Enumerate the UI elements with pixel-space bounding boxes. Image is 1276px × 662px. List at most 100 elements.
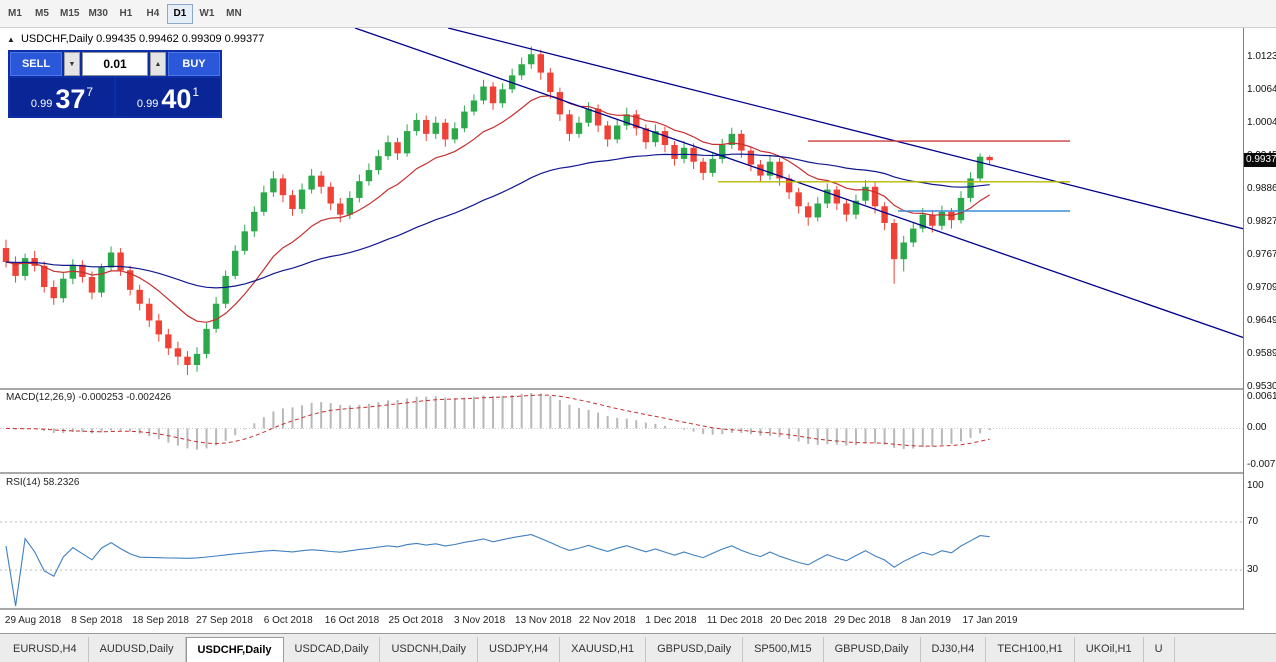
rsi-tick: 30 xyxy=(1247,564,1259,575)
bid-price-prefix: 0.99 xyxy=(30,98,53,110)
volume-down-button[interactable]: ▼ xyxy=(64,52,80,76)
date-label: 27 Sep 2018 xyxy=(196,615,253,626)
price-tick: 0.98275 xyxy=(1247,215,1276,227)
timeframe-button-h4[interactable]: H4 xyxy=(146,7,160,19)
current-price-badge: 0.99377 xyxy=(1244,153,1276,168)
date-label: 18 Sep 2018 xyxy=(132,615,189,626)
chart-title: ▲ USDCHF,Daily 0.99435 0.99462 0.99309 0… xyxy=(7,33,264,45)
timeframe-button-h1[interactable]: H1 xyxy=(119,7,133,19)
macd-tick: 0.00 xyxy=(1247,422,1267,434)
chart-tab-ukoil-h1[interactable]: UKOil,H1 xyxy=(1075,637,1144,662)
chart-tab-gbpusd-daily[interactable]: GBPUSD,Daily xyxy=(824,637,921,662)
chart-tab-sp500-m15[interactable]: SP500,M15 xyxy=(743,637,824,662)
chart-tab-usdjpy-h4[interactable]: USDJPY,H4 xyxy=(478,637,561,662)
date-label: 16 Oct 2018 xyxy=(324,615,380,626)
price-tick: 0.97675 xyxy=(1247,249,1276,260)
chart-tab-usdcnh-daily[interactable]: USDCNH,Daily xyxy=(380,637,479,662)
ohlc-values: 0.99435 0.99462 0.99309 0.99377 xyxy=(96,33,265,45)
macd-signal-line xyxy=(5,394,990,447)
chart-tab-tech100-h1[interactable]: TECH100,H1 xyxy=(986,637,1075,662)
rsi-label: RSI(14) 58.2326 xyxy=(6,477,79,488)
timeframe-button-m30[interactable]: M30 xyxy=(88,7,108,19)
date-label: 25 Oct 2018 xyxy=(388,615,444,626)
macd-label: MACD(12,26,9) -0.000253 -0.002426 xyxy=(6,392,171,403)
chart-tab-u[interactable]: U xyxy=(1144,637,1175,662)
chart-tab-usdcad-daily[interactable]: USDCAD,Daily xyxy=(284,637,381,662)
ma-slow-line xyxy=(5,153,990,289)
timeframe-button-m1[interactable]: M1 xyxy=(8,7,22,19)
bid-price-big: 37 xyxy=(55,84,86,114)
volume-up-icon: ▲ xyxy=(154,60,162,68)
date-label: 20 Dec 2018 xyxy=(770,615,827,626)
macd-name: MACD(12,26,9) xyxy=(6,392,76,403)
chart-tab-gbpusd-daily[interactable]: GBPUSD,Daily xyxy=(646,637,744,662)
macd-histogram xyxy=(14,393,991,450)
panel-separator[interactable] xyxy=(0,472,1276,474)
descending-channel-lower[interactable] xyxy=(354,28,1243,349)
chart-tab-usdchf-daily[interactable]: USDCHF,Daily xyxy=(185,637,284,662)
date-axis[interactable]: 29 Aug 2018 8 Sep 2018 18 Sep 2018 27 Sep 2… xyxy=(0,610,1243,632)
macd-tick: 0.006137 xyxy=(1247,390,1276,402)
ask-price-prefix: 0.99 xyxy=(136,98,159,110)
date-label: 17 Jan 2019 xyxy=(962,615,1018,626)
ask-price-sup: 1 xyxy=(192,85,200,99)
date-label: 29 Dec 2018 xyxy=(834,615,891,626)
date-label: 13 Nov 2018 xyxy=(515,615,572,626)
rsi-tick: 100 xyxy=(1247,480,1264,491)
price-scale[interactable]: 0.99377 1.012301.006451.000450.994500.98… xyxy=(1243,28,1276,610)
date-label: 11 Dec 2018 xyxy=(706,615,763,626)
price-tick: 1.01230 xyxy=(1247,51,1276,62)
chart-tab-dj30-h4[interactable]: DJ30,H4 xyxy=(921,637,987,662)
rsi-line xyxy=(5,534,990,607)
chart-tab-xauusd-h1[interactable]: XAUUSD,H1 xyxy=(560,637,647,662)
rsi-chart[interactable] xyxy=(0,474,1243,608)
bid-price[interactable]: 0.99 37 7 xyxy=(10,78,114,116)
price-tick: 1.00045 xyxy=(1247,117,1276,128)
volume-input[interactable] xyxy=(82,52,148,76)
volume-up-button[interactable]: ▲ xyxy=(150,52,166,76)
macd-values: -0.000253 -0.002426 xyxy=(78,392,172,403)
descending-channel-upper[interactable] xyxy=(447,28,1243,237)
price-tick: 1.00645 xyxy=(1247,83,1276,95)
date-label: 29 Aug 2018 xyxy=(4,615,62,626)
date-label: 22 Nov 2018 xyxy=(578,615,636,626)
macd-chart[interactable] xyxy=(0,390,1243,472)
panel-separator[interactable] xyxy=(0,388,1276,390)
timeframe-button-w1[interactable]: W1 xyxy=(199,7,215,19)
candlestick-chart[interactable] xyxy=(0,28,1243,388)
chart-marker-icon: ▲ xyxy=(7,35,15,44)
rsi-value: 58.2326 xyxy=(43,477,80,488)
buy-button[interactable]: BUY xyxy=(168,52,220,76)
date-label: 3 Nov 2018 xyxy=(454,615,506,626)
timeframe-button-m15[interactable]: M15 xyxy=(60,7,80,19)
timeframe-button-mn[interactable]: MN xyxy=(226,7,242,19)
ma-fast-line xyxy=(5,95,991,323)
price-tick: 0.95305 xyxy=(1247,381,1276,393)
timeframe-toolbar: M1 M5 M15 M30 H1 H4 D1 W1 MN xyxy=(0,0,1276,28)
bid-price-sup: 7 xyxy=(86,85,94,99)
rsi-tick: 70 xyxy=(1247,516,1259,527)
one-click-trading-panel: SELL ▼ ▲ BUY 0.99 37 7 0.99 40 1 xyxy=(8,50,222,118)
sell-button[interactable]: SELL xyxy=(10,52,62,76)
symbol-label: USDCHF,Daily xyxy=(20,33,94,45)
date-label: 6 Oct 2018 xyxy=(263,615,313,626)
ask-price-big: 40 xyxy=(161,84,192,114)
chart-tab-audusd-daily[interactable]: AUDUSD,Daily xyxy=(89,637,186,662)
timeframe-button-d1[interactable]: D1 xyxy=(166,3,193,24)
volume-down-icon: ▼ xyxy=(68,60,76,68)
chart-tabbar: EURUSD,H4 AUDUSD,Daily USDCHF,Daily USDCAD,… xyxy=(0,633,1276,662)
chart-tab-eurusd-h4[interactable]: EURUSD,H4 xyxy=(2,637,89,662)
date-label: 8 Sep 2018 xyxy=(71,615,123,626)
ask-price[interactable]: 0.99 40 1 xyxy=(116,78,220,116)
rsi-name: RSI(14) xyxy=(6,477,41,488)
macd-tick: -0.007142 xyxy=(1247,459,1276,471)
date-label: 1 Dec 2018 xyxy=(645,615,697,626)
timeframe-button-m5[interactable]: M5 xyxy=(35,7,49,19)
panel-separator[interactable] xyxy=(0,608,1276,610)
date-label: 8 Jan 2019 xyxy=(901,615,951,626)
